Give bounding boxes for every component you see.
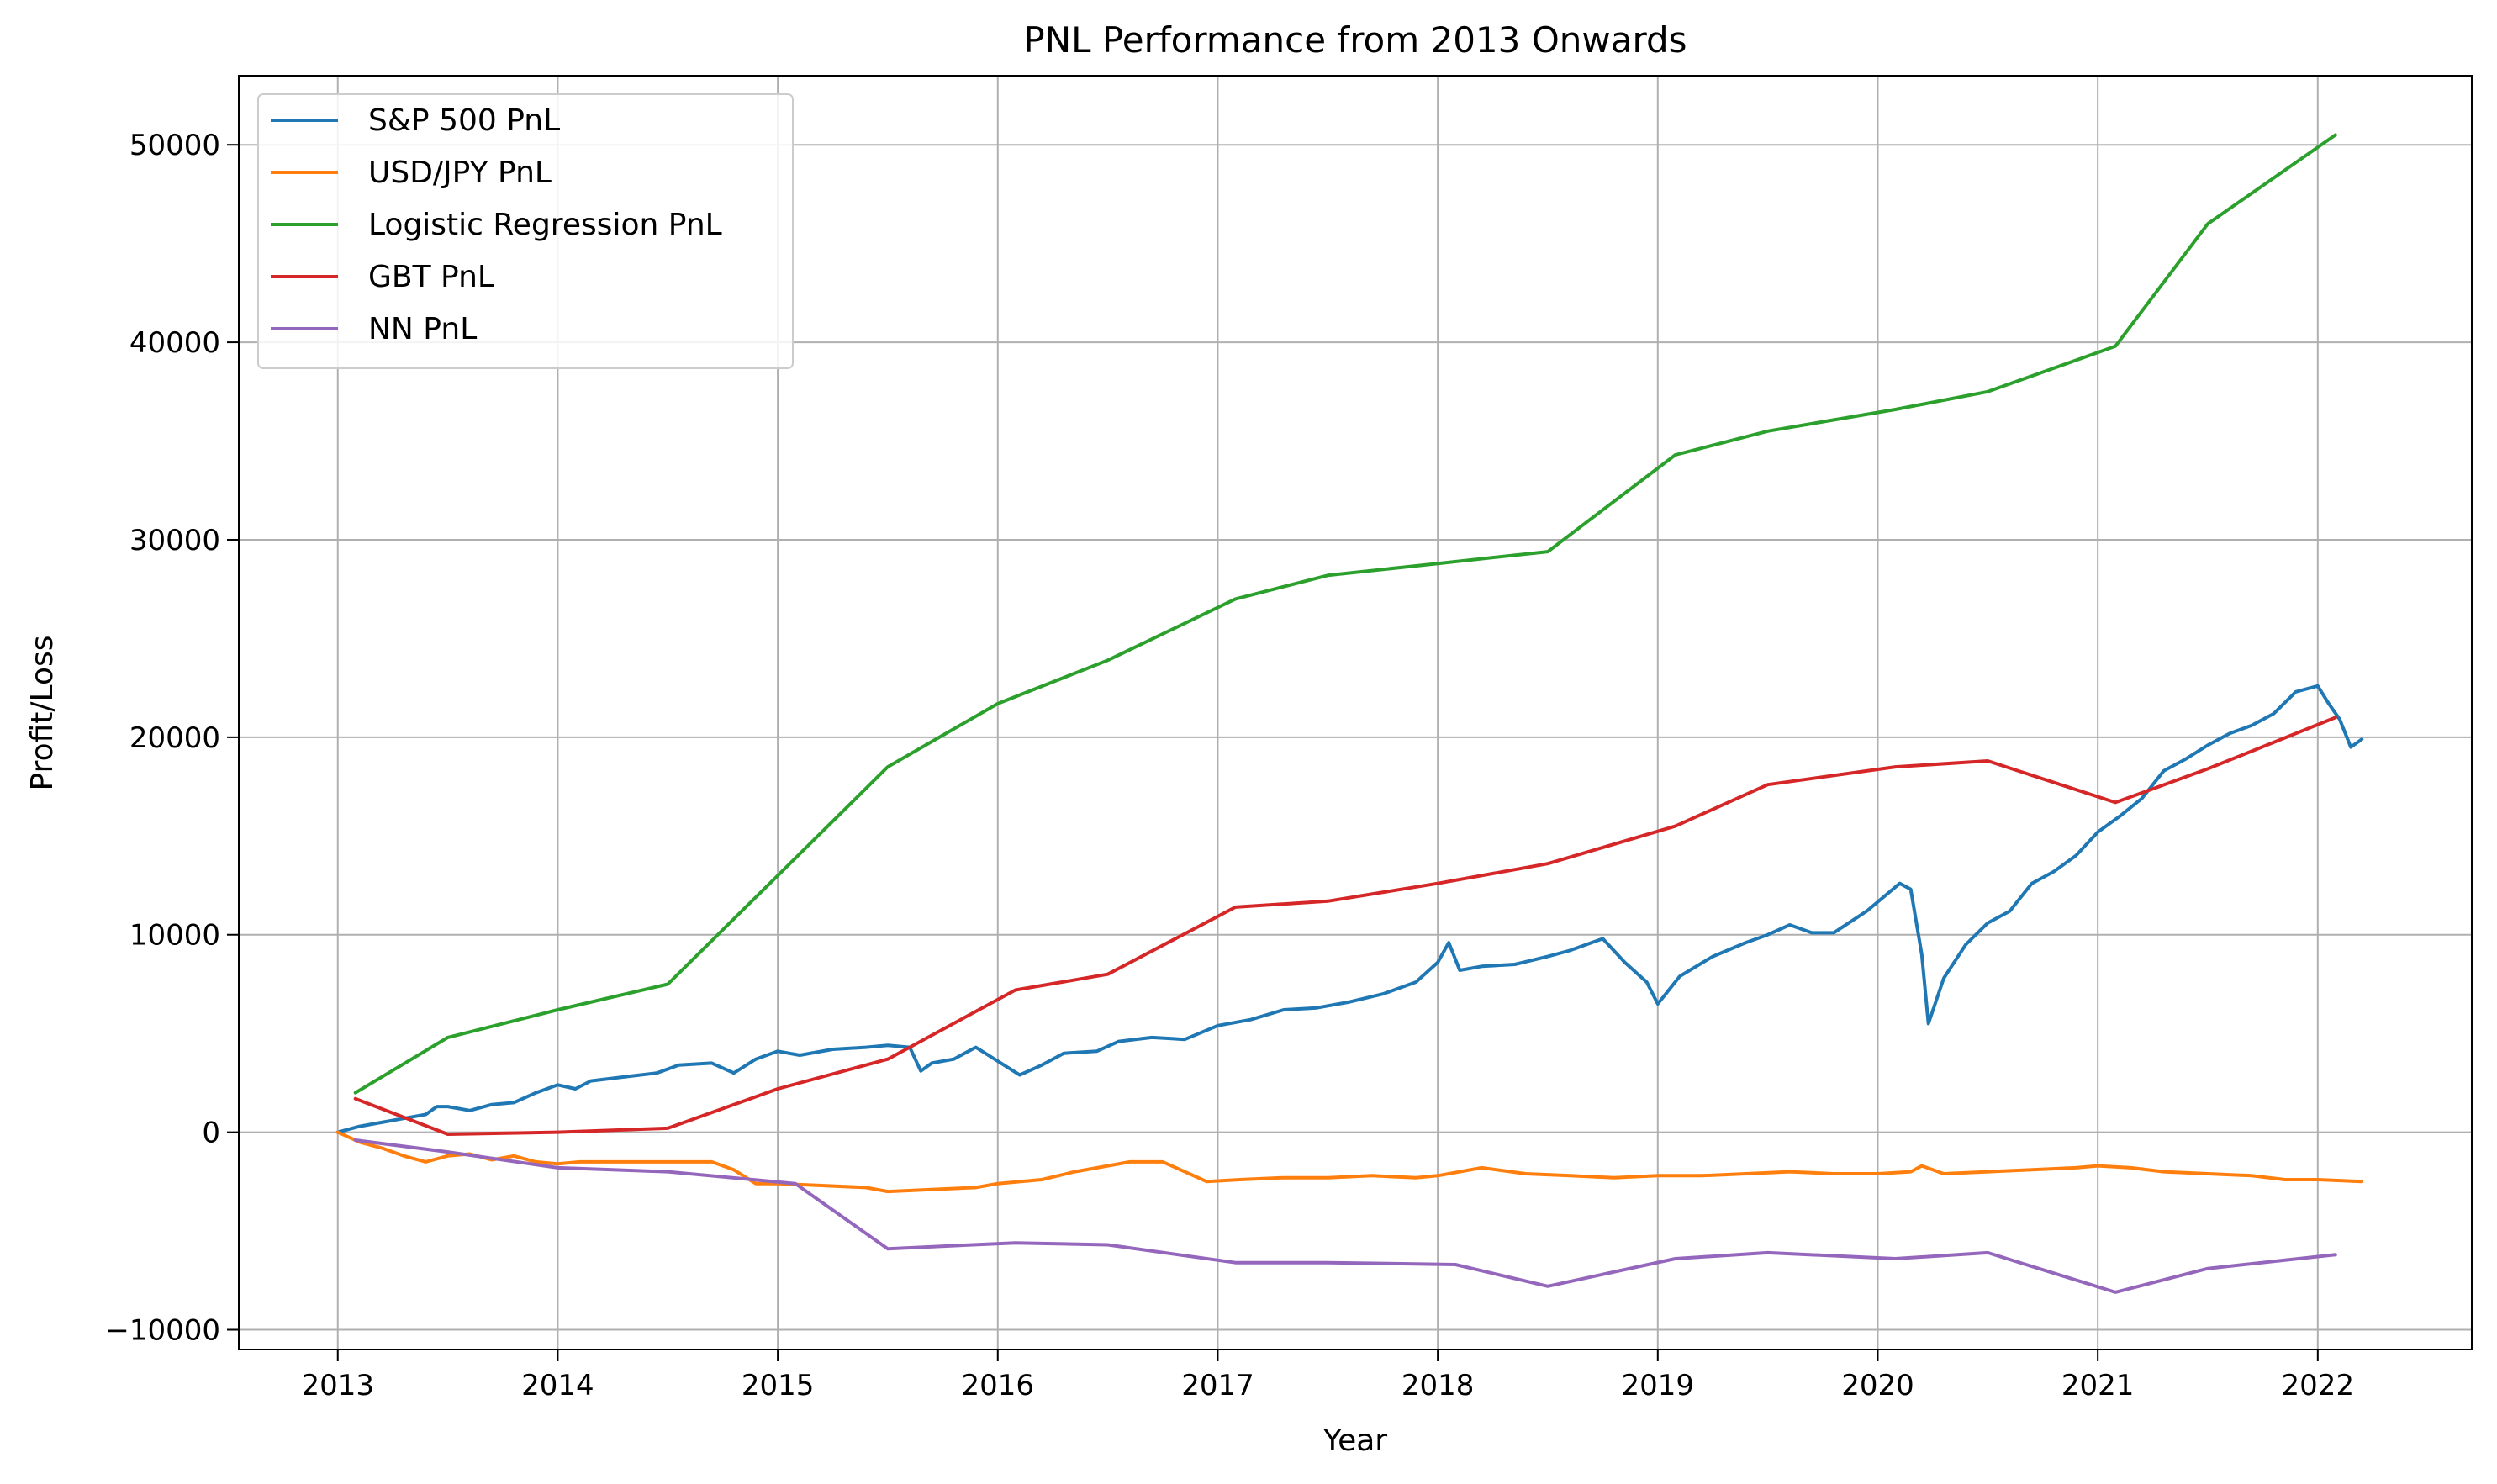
x-tick-label: 2022 <box>2282 1369 2355 1402</box>
y-axis-label: Profit/Loss <box>25 636 60 791</box>
logistic-regression-pnl-line <box>353 133 2337 1095</box>
x-tick-label: 2014 <box>521 1369 594 1402</box>
x-tick-label: 2021 <box>2061 1369 2135 1402</box>
y-tick-label: 40000 <box>129 326 220 360</box>
chart-title: PNL Performance from 2013 Onwards <box>1023 19 1687 61</box>
y-tick-label: 30000 <box>129 524 220 557</box>
legend-label-sp500: S&P 500 PnL <box>368 103 560 138</box>
x-tick-label: 2016 <box>962 1369 1035 1402</box>
x-axis-label: Year <box>1322 1423 1387 1458</box>
sp500-pnl-line <box>335 684 2364 1134</box>
legend: S&P 500 PnL USD/JPY PnL Logistic Regressio… <box>257 93 794 369</box>
gbt-pnl-line <box>353 716 2337 1136</box>
x-tick-label: 2019 <box>1622 1369 1695 1402</box>
legend-label-usdjpy: USD/JPY PnL <box>368 156 552 190</box>
y-tick-label: 20000 <box>129 721 220 755</box>
y-tick-label: 50000 <box>129 129 220 162</box>
legend-label-gbt: GBT PnL <box>368 260 494 294</box>
legend-label-logistic-regression: Logistic Regression PnL <box>368 208 722 242</box>
y-tick-label: −10000 <box>105 1314 220 1348</box>
x-tick-label: 2018 <box>1402 1369 1475 1402</box>
x-tick-label: 2017 <box>1181 1369 1254 1402</box>
x-tick-label: 2015 <box>742 1369 815 1402</box>
usdjpy-pnl-line <box>335 1130 2364 1194</box>
plot-frame <box>238 75 2473 1350</box>
axis-ticks: 2013 2014 2015 2016 2017 2018 2019 2020 2021 2022… <box>105 129 2354 1402</box>
y-tick-label: 10000 <box>129 919 220 953</box>
legend-frame <box>257 93 794 369</box>
x-tick-label: 2013 <box>301 1369 374 1402</box>
x-tick-label: 2020 <box>1841 1369 1914 1402</box>
y-tick-label: 0 <box>202 1117 220 1150</box>
series-lines <box>335 133 2364 1294</box>
nn-pnl-line <box>353 1138 2337 1294</box>
legend-label-nn: NN PnL <box>368 312 477 346</box>
